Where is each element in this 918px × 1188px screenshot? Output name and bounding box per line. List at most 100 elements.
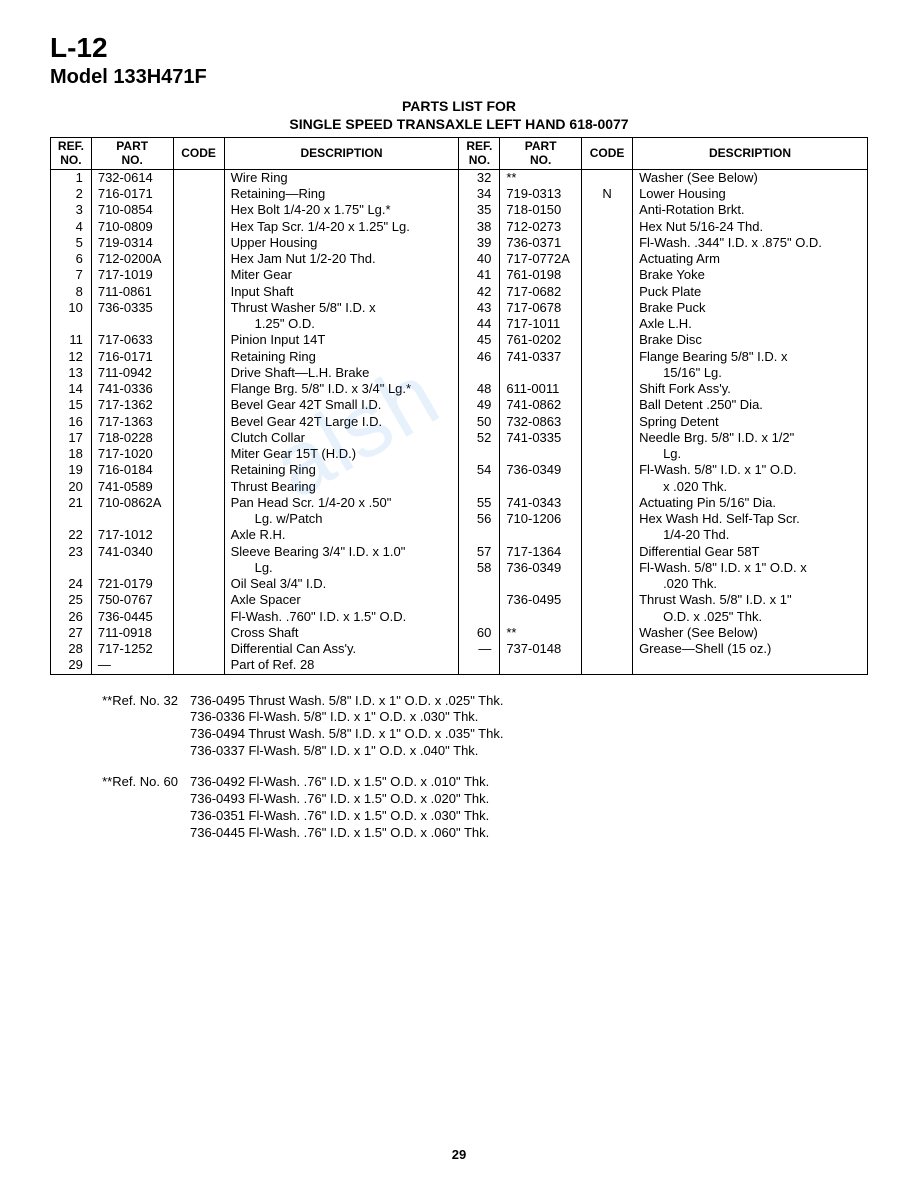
part-cell: 717-1363 (91, 414, 173, 430)
part-cell: 741-0340 (91, 544, 173, 560)
ref-cell: 48 (459, 381, 500, 397)
ref-cell (459, 609, 500, 625)
code-cell (173, 381, 224, 397)
title-line-1: PARTS LIST FOR (50, 97, 868, 115)
code-cell (582, 462, 633, 478)
part-cell: 716-0184 (91, 462, 173, 478)
model-label: Model 133H471F (50, 66, 868, 89)
desc-cell: Flange Brg. 5/8" I.D. x 3/4" Lg.* (224, 381, 459, 397)
col-ref-l: REF.NO. (51, 138, 92, 169)
ref-cell (51, 511, 92, 527)
code-cell (582, 511, 633, 527)
desc-cell: Lg. w/Patch (224, 511, 459, 527)
desc-cell: Thrust Wash. 5/8" I.D. x 1" (633, 592, 868, 608)
part-cell: 741-0862 (500, 397, 582, 413)
table-row: 4710-0809Hex Tap Scr. 1/4-20 x 1.25" Lg.… (51, 219, 868, 235)
desc-cell: x .020 Thk. (633, 479, 868, 495)
col-desc-r: DESCRIPTION (633, 138, 868, 169)
desc-cell: Hex Wash Hd. Self-Tap Scr. (633, 511, 868, 527)
ref-cell: — (459, 641, 500, 657)
code-cell (173, 414, 224, 430)
footnote-line: 736-0492 Fl-Wash. .76" I.D. x 1.5" O.D. … (190, 774, 868, 791)
footnote-content: 736-0492 Fl-Wash. .76" I.D. x 1.5" O.D. … (190, 774, 868, 842)
code-cell (173, 576, 224, 592)
desc-cell: Oil Seal 3/4" I.D. (224, 576, 459, 592)
ref-cell (459, 446, 500, 462)
ref-cell: 46 (459, 349, 500, 365)
part-cell: 717-0678 (500, 300, 582, 316)
part-cell: 710-0854 (91, 202, 173, 218)
desc-cell: Shift Fork Ass'y. (633, 381, 868, 397)
ref-cell: 25 (51, 592, 92, 608)
desc-cell: Thrust Bearing (224, 479, 459, 495)
code-cell (582, 430, 633, 446)
desc-cell: Differential Can Ass'y. (224, 641, 459, 657)
desc-cell: 1.25" O.D. (224, 316, 459, 332)
code-cell (173, 592, 224, 608)
desc-cell: Spring Detent (633, 414, 868, 430)
desc-cell: Actuating Arm (633, 251, 868, 267)
part-cell: 719-0313 (500, 186, 582, 202)
part-cell (500, 657, 582, 674)
code-cell (173, 544, 224, 560)
code-cell (173, 430, 224, 446)
ref-cell (459, 576, 500, 592)
ref-cell: 27 (51, 625, 92, 641)
part-cell: 717-0633 (91, 332, 173, 348)
code-cell (173, 462, 224, 478)
ref-cell: 14 (51, 381, 92, 397)
desc-cell: Miter Gear 15T (H.D.) (224, 446, 459, 462)
ref-cell: 56 (459, 511, 500, 527)
ref-cell: 10 (51, 300, 92, 316)
part-cell: 736-0371 (500, 235, 582, 251)
code-cell (173, 479, 224, 495)
desc-cell: Hex Bolt 1/4-20 x 1.75" Lg.* (224, 202, 459, 218)
ref-cell: 2 (51, 186, 92, 202)
part-cell: 711-0918 (91, 625, 173, 641)
ref-cell: 54 (459, 462, 500, 478)
desc-cell: Fl-Wash. .344" I.D. x .875" O.D. (633, 235, 868, 251)
table-row: 1.25" O.D.44717-1011Axle L.H. (51, 316, 868, 332)
ref-cell: 28 (51, 641, 92, 657)
part-cell: 712-0200A (91, 251, 173, 267)
table-row: 16717-1363Bevel Gear 42T Large I.D.50732… (51, 414, 868, 430)
desc-cell: Retaining Ring (224, 462, 459, 478)
ref-cell: 11 (51, 332, 92, 348)
table-row: 17718-0228Clutch Collar52741-0335Needle … (51, 430, 868, 446)
code-cell (173, 527, 224, 543)
code-cell (173, 332, 224, 348)
part-cell: 717-1364 (500, 544, 582, 560)
desc-cell: .020 Thk. (633, 576, 868, 592)
desc-cell: Upper Housing (224, 235, 459, 251)
table-row: Lg.58736-0349Fl-Wash. 5/8" I.D. x 1" O.D… (51, 560, 868, 576)
code-cell (173, 186, 224, 202)
desc-cell (633, 657, 868, 674)
ref-cell: 55 (459, 495, 500, 511)
desc-cell: Needle Brg. 5/8" I.D. x 1/2" (633, 430, 868, 446)
ref-cell: 18 (51, 446, 92, 462)
code-cell (173, 641, 224, 657)
ref-cell: 34 (459, 186, 500, 202)
code-cell (173, 560, 224, 576)
ref-cell: 6 (51, 251, 92, 267)
part-cell: ** (500, 169, 582, 186)
table-row: 21710-0862APan Head Scr. 1/4-20 x .50"55… (51, 495, 868, 511)
code-cell (173, 300, 224, 316)
part-cell: 710-0809 (91, 219, 173, 235)
part-cell: 736-0445 (91, 609, 173, 625)
part-cell (500, 479, 582, 495)
desc-cell: O.D. x .025" Thk. (633, 609, 868, 625)
desc-cell: Brake Puck (633, 300, 868, 316)
part-cell: 711-0861 (91, 284, 173, 300)
code-cell (173, 219, 224, 235)
ref-cell: 3 (51, 202, 92, 218)
part-cell: 710-1206 (500, 511, 582, 527)
part-cell: 718-0228 (91, 430, 173, 446)
part-cell: 719-0314 (91, 235, 173, 251)
ref-cell: 21 (51, 495, 92, 511)
desc-cell: Flange Bearing 5/8" I.D. x (633, 349, 868, 365)
table-row: 5719-0314Upper Housing39736-0371Fl-Wash.… (51, 235, 868, 251)
footnote-row: **Ref. No. 60736-0492 Fl-Wash. .76" I.D.… (50, 774, 868, 842)
ref-cell: 44 (459, 316, 500, 332)
desc-cell: Drive Shaft—L.H. Brake (224, 365, 459, 381)
